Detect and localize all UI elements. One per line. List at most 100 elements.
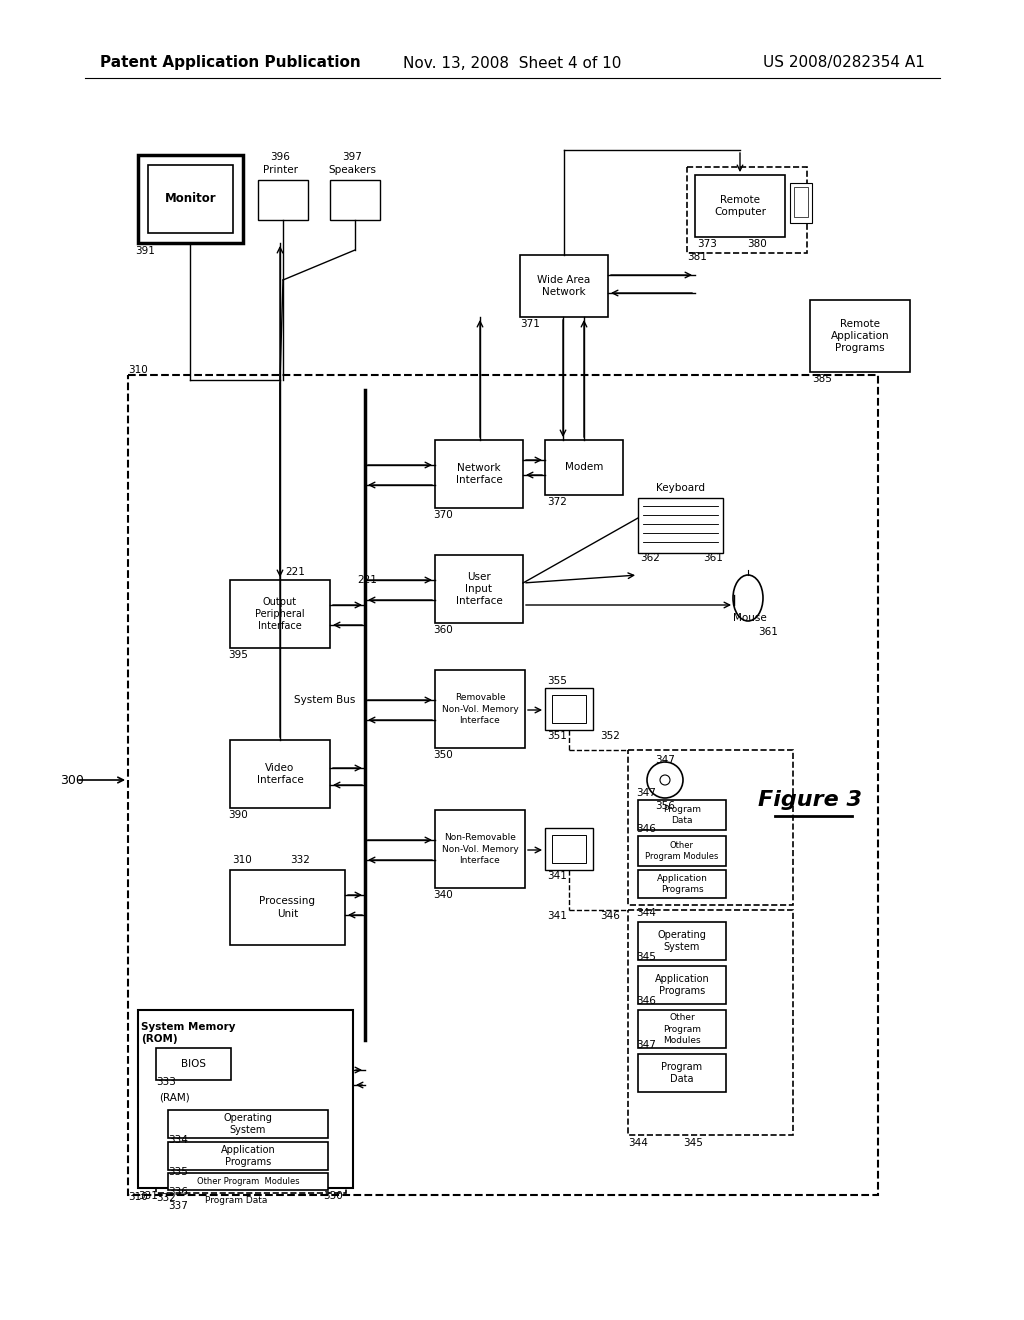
Text: 361: 361 bbox=[758, 627, 778, 638]
Bar bbox=[638, 966, 726, 1005]
Text: Output
Peripheral
Interface: Output Peripheral Interface bbox=[255, 597, 305, 631]
Bar bbox=[790, 183, 812, 223]
Text: Wide Area
Network: Wide Area Network bbox=[538, 275, 591, 297]
Text: Speakers: Speakers bbox=[328, 165, 376, 176]
Text: 344: 344 bbox=[628, 1138, 648, 1148]
Text: 346: 346 bbox=[636, 997, 656, 1006]
Text: 310: 310 bbox=[128, 1192, 147, 1203]
Text: Keyboard: Keyboard bbox=[656, 483, 705, 492]
Text: 385: 385 bbox=[812, 374, 831, 384]
Bar bbox=[552, 696, 586, 723]
Bar bbox=[545, 688, 593, 730]
Text: 310: 310 bbox=[128, 366, 147, 375]
Bar bbox=[435, 810, 525, 888]
Text: Mouse: Mouse bbox=[733, 612, 767, 623]
Text: 333: 333 bbox=[156, 1077, 176, 1086]
Bar bbox=[545, 440, 623, 495]
Text: Operating
System: Operating System bbox=[657, 929, 707, 952]
Bar bbox=[638, 870, 726, 898]
Text: Other
Program Modules: Other Program Modules bbox=[645, 841, 719, 861]
Text: Remote
Computer: Remote Computer bbox=[714, 195, 766, 218]
Text: Other Program  Modules: Other Program Modules bbox=[197, 1177, 299, 1185]
Text: 330: 330 bbox=[324, 1191, 343, 1201]
Bar bbox=[638, 836, 726, 866]
Text: Printer: Printer bbox=[262, 165, 298, 176]
Text: Application
Programs: Application Programs bbox=[656, 874, 708, 894]
Bar bbox=[138, 154, 243, 243]
Bar bbox=[628, 750, 793, 906]
Text: 335: 335 bbox=[168, 1167, 187, 1177]
Bar bbox=[687, 168, 807, 253]
Bar bbox=[168, 1110, 328, 1138]
Text: 347: 347 bbox=[655, 755, 675, 766]
Text: 340: 340 bbox=[433, 890, 453, 900]
Text: 347: 347 bbox=[636, 1040, 656, 1049]
Text: Nov. 13, 2008  Sheet 4 of 10: Nov. 13, 2008 Sheet 4 of 10 bbox=[402, 55, 622, 70]
Text: 371: 371 bbox=[520, 319, 540, 329]
Bar bbox=[810, 300, 910, 372]
Text: 361: 361 bbox=[703, 553, 723, 564]
Text: Video
Interface: Video Interface bbox=[257, 763, 303, 785]
Text: 373: 373 bbox=[697, 239, 717, 249]
Text: Non-Removable
Non-Vol. Memory
Interface: Non-Removable Non-Vol. Memory Interface bbox=[441, 833, 518, 865]
Text: Application
Programs: Application Programs bbox=[220, 1144, 275, 1167]
Text: 352: 352 bbox=[600, 731, 620, 741]
Bar bbox=[638, 498, 723, 553]
Bar bbox=[128, 375, 878, 1195]
Bar bbox=[148, 165, 233, 234]
Text: 362: 362 bbox=[640, 553, 659, 564]
Bar bbox=[138, 1010, 353, 1188]
Text: 337: 337 bbox=[168, 1201, 187, 1210]
Text: Monitor: Monitor bbox=[165, 193, 216, 206]
Text: 391: 391 bbox=[135, 246, 155, 256]
Text: 397: 397 bbox=[342, 152, 361, 162]
Text: System Bus: System Bus bbox=[294, 696, 355, 705]
Text: 300: 300 bbox=[60, 774, 84, 787]
Text: System Memory
(ROM): System Memory (ROM) bbox=[141, 1022, 236, 1044]
Text: 344: 344 bbox=[636, 908, 656, 917]
Text: Program
Data: Program Data bbox=[662, 1061, 702, 1084]
Text: Modem: Modem bbox=[565, 462, 603, 473]
Text: Application
Programs: Application Programs bbox=[654, 974, 710, 997]
Text: 332: 332 bbox=[290, 855, 310, 865]
Bar bbox=[435, 671, 525, 748]
Text: 390: 390 bbox=[228, 810, 248, 820]
Text: US 2008/0282354 A1: US 2008/0282354 A1 bbox=[763, 55, 925, 70]
Bar bbox=[435, 554, 523, 623]
Text: Figure 3: Figure 3 bbox=[758, 789, 862, 810]
Bar bbox=[230, 870, 345, 945]
Text: 360: 360 bbox=[433, 624, 453, 635]
Bar bbox=[545, 828, 593, 870]
Text: 341: 341 bbox=[547, 871, 567, 880]
Text: 396: 396 bbox=[270, 152, 290, 162]
Text: Operating
System: Operating System bbox=[223, 1113, 272, 1135]
Text: 381: 381 bbox=[687, 252, 707, 261]
Text: 351: 351 bbox=[547, 731, 567, 741]
Bar bbox=[168, 1142, 328, 1170]
Text: 355: 355 bbox=[547, 676, 567, 686]
Bar bbox=[230, 741, 330, 808]
Bar bbox=[230, 579, 330, 648]
Text: (RAM): (RAM) bbox=[159, 1093, 189, 1104]
Text: 310: 310 bbox=[232, 855, 252, 865]
Text: 350: 350 bbox=[433, 750, 453, 760]
Text: 346: 346 bbox=[636, 824, 656, 834]
Text: 370: 370 bbox=[433, 510, 453, 520]
Text: Network
Interface: Network Interface bbox=[456, 463, 503, 486]
Text: User
Input
Interface: User Input Interface bbox=[456, 572, 503, 606]
Bar bbox=[552, 836, 586, 863]
Bar bbox=[638, 800, 726, 830]
Text: 346: 346 bbox=[600, 911, 620, 921]
Text: Program
Data: Program Data bbox=[663, 805, 701, 825]
Bar bbox=[794, 187, 808, 216]
Text: 347: 347 bbox=[636, 788, 656, 799]
Bar bbox=[628, 909, 793, 1135]
Text: 336: 336 bbox=[168, 1187, 187, 1197]
Text: Other
Program
Modules: Other Program Modules bbox=[663, 1014, 701, 1044]
Text: 345: 345 bbox=[636, 952, 656, 962]
Bar bbox=[258, 180, 308, 220]
Text: BIOS: BIOS bbox=[181, 1059, 206, 1069]
Bar bbox=[156, 1088, 346, 1193]
Text: 345: 345 bbox=[683, 1138, 702, 1148]
Text: Removable
Non-Vol. Memory
Interface: Removable Non-Vol. Memory Interface bbox=[441, 693, 518, 725]
